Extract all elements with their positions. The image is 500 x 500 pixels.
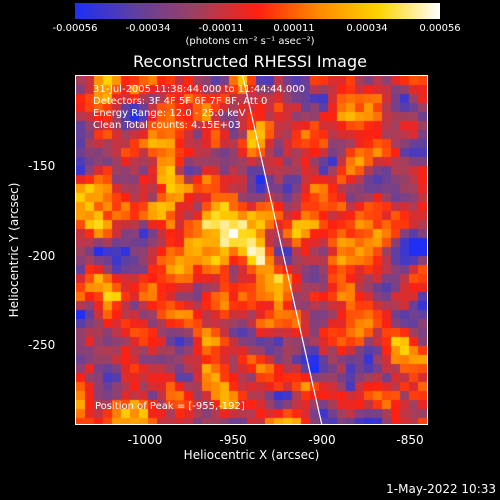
chart-title: Reconstructed RHESSI Image (133, 52, 367, 71)
heatmap-image (76, 76, 427, 424)
x-tick-label: -1000 (127, 433, 163, 447)
colorbar (75, 3, 440, 19)
colorbar-tick: -0.00056 (52, 23, 98, 34)
x-tick-label: -900 (308, 433, 336, 447)
x-axis-label: Heliocentric X (arcsec) (183, 448, 320, 462)
timestamp: 1-May-2022 10:33 (386, 482, 496, 496)
info-energy-range: Energy Range: 12.0 - 25.0 keV (93, 108, 246, 119)
colorbar-tick: -0.00011 (198, 23, 244, 34)
colorbar-unit-label: (photons cm⁻² s⁻¹ asec⁻²) (185, 36, 315, 47)
info-time-range: 31-Jul-2005 11:38:44.000 to 11:44:44.000 (93, 84, 305, 95)
y-axis-label: Heliocentric Y (arcsec) (7, 182, 21, 318)
x-tick-label: -950 (219, 433, 247, 447)
y-tick-label: -250 (28, 338, 56, 352)
plot-area: 31-Jul-2005 11:38:44.000 to 11:44:44.000… (75, 75, 428, 425)
colorbar-tick: 0.00034 (346, 23, 388, 34)
solar-limb-line (242, 76, 323, 424)
colorbar-tick: -0.00034 (125, 23, 171, 34)
peak-position-label: Position of Peak = [-955,-192] (95, 401, 245, 412)
y-tick-label: -200 (28, 249, 56, 263)
x-tick-label: -850 (396, 433, 424, 447)
info-detectors: Detectors: 3F 4F 5F 6F 7F 8F, Att 0 (93, 96, 268, 107)
info-clean-counts: Clean Total counts: 4.15E+03 (93, 120, 241, 131)
colorbar-tick: 0.00056 (419, 23, 461, 34)
colorbar-tick: 0.00011 (273, 23, 315, 34)
y-tick-label: -150 (28, 159, 56, 173)
